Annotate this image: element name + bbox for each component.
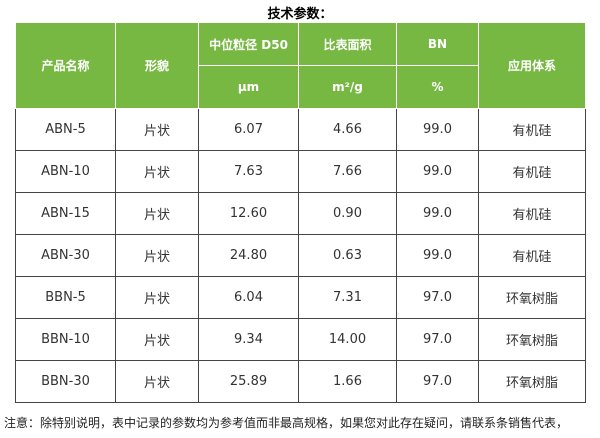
header-cell: 中位粒径 D50	[198, 22, 299, 66]
cell: 97.0	[396, 360, 479, 403]
cell: 片状	[115, 360, 199, 403]
cell: 6.04	[198, 276, 299, 319]
cell: 7.66	[298, 150, 397, 193]
cell: 片状	[115, 150, 199, 193]
title: 技术参数：	[267, 7, 333, 22]
cell: 12.60	[198, 192, 299, 235]
cell: 环氧树脂	[478, 276, 586, 319]
cell: 环氧树脂	[478, 360, 586, 403]
cell: 片状	[115, 234, 199, 277]
header-cell: %	[396, 65, 479, 109]
header-cell: BN	[396, 22, 479, 66]
cell: 9.34	[198, 318, 299, 361]
header-cell: 产品名称	[15, 22, 116, 109]
cell: 14.00	[298, 318, 397, 361]
cell: BBN-5	[15, 276, 116, 319]
cell: 0.63	[298, 234, 397, 277]
cell: 25.89	[198, 360, 299, 403]
cell: ABN-15	[15, 192, 116, 235]
table-body: 产品名称 形貌 中位粒径 D50 比表面积 BN 应用体系 μm m²/g% ABN-5 片状 6.…	[15, 22, 586, 403]
cell: 片状	[115, 192, 199, 235]
note: 注意：除特别说明，表中记录的参数均为参考值而非最高规格，如果您对此存在疑问，请联…	[4, 416, 569, 430]
cell: 7.63	[198, 150, 299, 193]
header-row: μm m²/g%	[16, 65, 586, 109]
data-row: ABN-5 片状 6.07 4.66 99.0 有机硅	[15, 108, 586, 151]
cell: 6.07	[198, 108, 299, 151]
data-row: ABN-30 片状 24.80 0.63 99.0 有机硅	[15, 234, 586, 277]
cell: 有机硅	[478, 192, 586, 235]
data-row: ABN-15 片状 12.60 0.90 99.0 有机硅	[15, 192, 586, 235]
cell: 有机硅	[478, 108, 586, 151]
cell: ABN-10	[15, 150, 116, 193]
cell: 有机硅	[478, 150, 586, 193]
cell: 99.0	[396, 234, 479, 277]
cell: 97.0	[396, 318, 479, 361]
cell: 片状	[115, 318, 199, 361]
cell: ABN-5	[15, 108, 116, 151]
cell: ABN-30	[15, 234, 116, 277]
header-cell: m²/g	[298, 65, 397, 109]
cell: 99.0	[396, 108, 479, 151]
cell: 环氧树脂	[478, 318, 586, 361]
header-cell: 比表面积	[298, 22, 397, 66]
header-cell: μm	[198, 65, 299, 109]
cell: 99.0	[396, 192, 479, 235]
cell: 7.31	[298, 276, 397, 319]
data-row: BBN-10 片状 9.34 14.00 97.0 环氧树脂	[15, 318, 586, 361]
cell: 97.0	[396, 276, 479, 319]
cell: 99.0	[396, 150, 479, 193]
data-row: BBN-30 片状 25.89 1.66 97.0 环氧树脂	[15, 360, 586, 403]
header-row: 产品名称 形貌 中位粒径 D50 比表面积 BN 应用体系	[15, 22, 586, 109]
cell: 0.90	[298, 192, 397, 235]
header-cell: 应用体系	[478, 22, 586, 109]
cell: BBN-10	[15, 318, 116, 361]
cell: 片状	[115, 276, 199, 319]
cell: 片状	[115, 108, 199, 151]
cell: 24.80	[198, 234, 299, 277]
cell: BBN-30	[15, 360, 116, 403]
cell: 有机硅	[478, 234, 586, 277]
spec-table: 产品名称 形貌 中位粒径 D50 比表面积 BN 应用体系 μm m²/g% ABN-5 片状 6.…	[15, 22, 586, 403]
data-row: BBN-5 片状 6.04 7.31 97.0 环氧树脂	[15, 276, 586, 319]
data-row: ABN-10 片状 7.63 7.66 99.0 有机硅	[15, 150, 586, 193]
cell: 1.66	[298, 360, 397, 403]
header-cell: 形貌	[115, 22, 199, 109]
cell: 4.66	[298, 108, 397, 151]
